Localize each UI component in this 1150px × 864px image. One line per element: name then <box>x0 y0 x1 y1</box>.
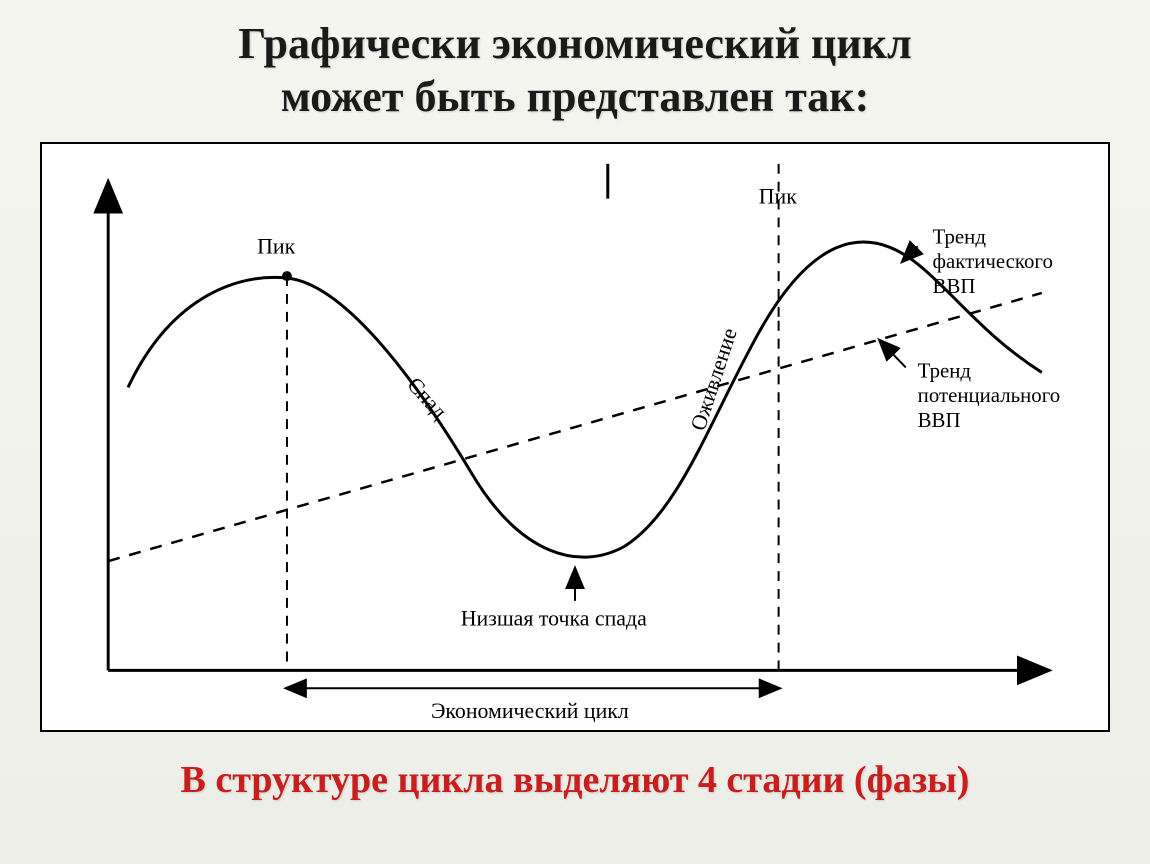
economic-cycle-chart: Пик Пик Спад Оживление Низшая точка спад… <box>40 142 1110 732</box>
trend-potential-label-1: Тренд <box>918 358 972 382</box>
trend-potential-label-3: ВВП <box>918 408 961 432</box>
trend-actual-label-3: ВВП <box>933 274 976 298</box>
trend-actual-label-2: фактического <box>933 249 1053 273</box>
trend-actual-label-1: Тренд <box>933 224 987 248</box>
peak-1-label: Пик <box>257 234 295 258</box>
slide-title: Графически экономический цикл может быть… <box>0 0 1150 134</box>
wave-actual-gdp <box>128 242 1042 557</box>
trough-label: Низшая точка спада <box>461 606 647 630</box>
slide-footer: В структуре цикла выделяют 4 стадии (фаз… <box>0 740 1150 820</box>
trend-potential-line <box>108 293 1042 561</box>
chart-svg: Пик Пик Спад Оживление Низшая точка спад… <box>42 144 1108 730</box>
trend-potential-label-2: потенциального <box>918 383 1060 407</box>
title-line-1: Графически экономический цикл <box>238 19 911 68</box>
trend-potential-pointer <box>880 340 906 367</box>
cycle-label: Экономический цикл <box>431 699 629 723</box>
title-line-2: может быть представлен так: <box>281 72 870 121</box>
peak-2-label: Пик <box>759 184 797 208</box>
footer-text: В структуре цикла выделяют 4 стадии (фаз… <box>181 759 970 801</box>
